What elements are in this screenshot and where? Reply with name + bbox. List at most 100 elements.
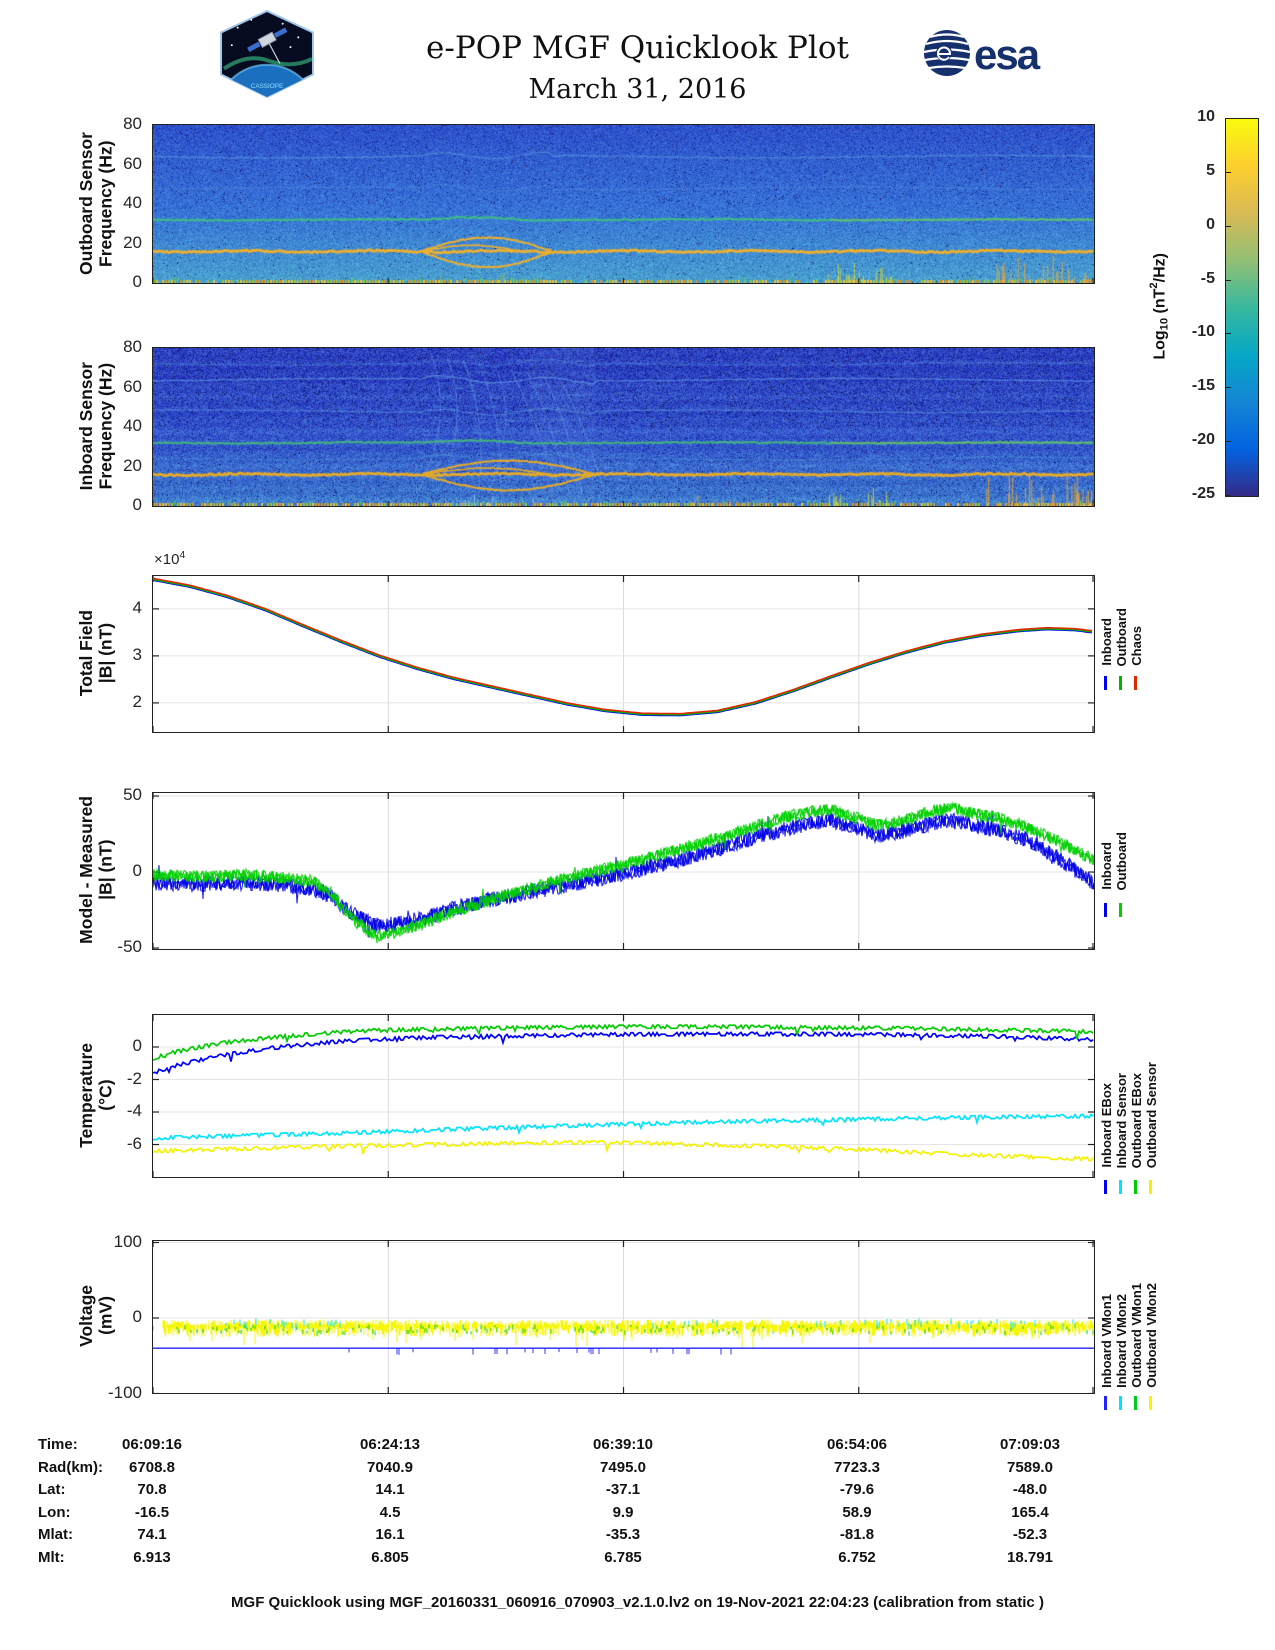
outboard-spectrogram-panel — [152, 124, 1095, 284]
legend-label: Outboard — [1114, 831, 1129, 891]
ytick-label: 0 — [132, 1036, 142, 1055]
inboard-spectrogram-canvas — [153, 348, 1094, 506]
table-cell: 18.791 — [1007, 1549, 1053, 1566]
table-cell: 6.752 — [838, 1549, 876, 1566]
cassiope-mission-patch: CASSIOPE — [220, 10, 314, 98]
colorbar-tick-label: 5 — [1206, 161, 1215, 179]
legend-label: Inboard VMon1 — [1099, 1294, 1114, 1388]
ytick-label: 50 — [123, 785, 142, 805]
table-cell: -52.3 — [1012, 1526, 1048, 1544]
ytick-label: -100 — [107, 1382, 142, 1402]
table-cell: 6708.8 — [129, 1458, 175, 1476]
legend-color-tick — [1104, 1180, 1107, 1194]
table-cell: -16.5 — [134, 1503, 170, 1521]
ytick-label: 60 — [123, 376, 142, 396]
page-title: e-POP MGF Quicklook Plot — [426, 30, 849, 66]
table-cell: 06:39:10 — [592, 1436, 654, 1453]
table-cell: -81.8 — [839, 1526, 875, 1544]
colorbar-tick-label: -25 — [1191, 485, 1215, 502]
legend-label: Inboard EBox — [1099, 1083, 1114, 1168]
legend-color-tick — [1149, 1396, 1152, 1410]
legend-label: Outboard EBox — [1129, 1072, 1144, 1168]
legend-p4: Inboard Outboard — [1099, 795, 1129, 891]
colorbar-tick-label: -10 — [1191, 323, 1215, 341]
table-cell: 74.1 — [137, 1526, 167, 1544]
esa-logo: esa — [923, 30, 1043, 78]
colorbar-tick-mark — [1225, 279, 1231, 281]
table-cell: 06:09:16 — [121, 1436, 183, 1453]
legend-color-tick — [1104, 903, 1107, 917]
ytick-label: 40 — [123, 193, 142, 212]
table-cell: 7723.3 — [834, 1458, 880, 1476]
table-cell: 7040.9 — [367, 1458, 413, 1476]
plot-series — [153, 812, 1094, 934]
ytick-label: 0 — [132, 861, 142, 881]
ytick-label: 0 — [132, 495, 142, 514]
voltage-plot — [153, 1241, 1094, 1393]
plot-series — [153, 578, 1093, 717]
legend-p6: Inboard VMon1 Inboard VMon2 Outboard VMon1… — [1099, 1243, 1159, 1388]
colorbar-tick-mark — [1225, 387, 1231, 389]
table-cell: 7589.0 — [1007, 1458, 1053, 1476]
colorbar-tick-label: -20 — [1191, 431, 1215, 449]
legend-label: Inboard Sensor — [1114, 1072, 1129, 1168]
colorbar-tick-label: 10 — [1197, 108, 1215, 125]
ytick-label: 2 — [132, 691, 142, 711]
colorbar-tick-label: -15 — [1191, 377, 1215, 395]
legend-label: Outboard VMon1 — [1129, 1283, 1144, 1388]
colorbar-tick-mark — [1225, 495, 1231, 496]
table-cell: 07:09:03 — [999, 1436, 1061, 1453]
temperature-panel — [152, 1014, 1095, 1178]
ytick-label: 20 — [123, 232, 142, 252]
model-measured-panel — [152, 792, 1095, 950]
patch-text: CASSIOPE — [251, 83, 283, 90]
plot-series — [153, 802, 1094, 943]
colorbar-tick-mark — [1225, 441, 1231, 443]
table-cell: -79.6 — [839, 1481, 875, 1499]
colorbar-tick-mark — [1225, 333, 1231, 335]
ytick-label: 4 — [132, 597, 142, 617]
legend-color-tick — [1134, 676, 1137, 690]
total-field-plot — [153, 576, 1094, 732]
footer-note: MGF Quicklook using MGF_20160331_060916_… — [231, 1594, 1044, 1611]
table-cell: 06:24:13 — [359, 1436, 421, 1453]
table-cell: 6.805 — [371, 1549, 409, 1566]
legend-color-ticks-p4 — [1104, 903, 1134, 917]
legend-color-tick — [1119, 1180, 1122, 1194]
colorbar-tick-label: -5 — [1200, 269, 1215, 287]
table-cell: 70.8 — [137, 1481, 167, 1499]
table-row-label: Mlat: — [38, 1526, 73, 1544]
ytick-label: 40 — [123, 416, 142, 435]
table-cell: 16.1 — [375, 1526, 405, 1544]
total-field-scale-label: ×104 — [154, 549, 186, 568]
esa-globe-icon — [923, 30, 971, 76]
plot-series — [153, 577, 1093, 715]
table-cell: 06:54:06 — [826, 1436, 888, 1453]
ytick-label: 0 — [132, 1307, 142, 1326]
ytick-label: 100 — [113, 1231, 142, 1251]
legend-color-ticks-p5 — [1104, 1180, 1164, 1194]
table-cell: 4.5 — [379, 1503, 401, 1521]
ytick-label: -6 — [126, 1133, 142, 1153]
table-row-label: Rad(km): — [38, 1458, 104, 1476]
legend-color-tick — [1119, 903, 1122, 917]
plot-series — [153, 1030, 1094, 1075]
table-row-label: Mlt: — [38, 1549, 65, 1566]
legend-p3: Inboard Outboard Chaos — [1099, 578, 1144, 667]
table-cell: -48.0 — [1012, 1481, 1048, 1499]
esa-wordmark: esa — [974, 31, 1041, 78]
legend-color-ticks-p6 — [1104, 1396, 1164, 1410]
legend-color-tick — [1134, 1396, 1137, 1410]
page-date: March 31, 2016 — [528, 74, 747, 105]
table-row-label: Lon: — [38, 1503, 71, 1521]
legend-label: Outboard Sensor — [1144, 1061, 1159, 1168]
legend-label: Inboard VMon2 — [1114, 1294, 1129, 1388]
inboard-spectrogram-panel — [152, 347, 1095, 507]
temperature-plot — [153, 1015, 1094, 1177]
colorbar-tick-mark — [1225, 118, 1231, 119]
table-cell: -35.3 — [605, 1526, 641, 1544]
table-row-label: Time: — [38, 1436, 78, 1453]
legend-label: Outboard — [1114, 607, 1129, 667]
satellite-icon — [247, 27, 288, 64]
